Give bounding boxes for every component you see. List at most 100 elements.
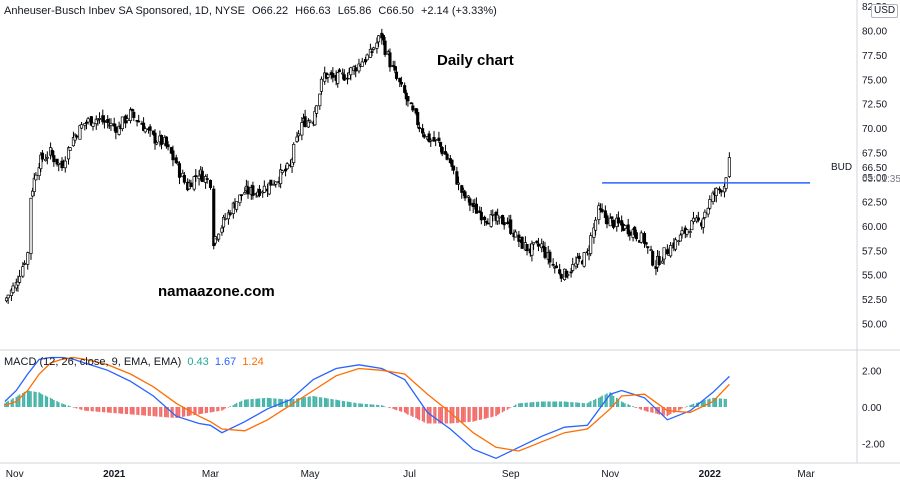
macd-hist-bar bbox=[633, 407, 636, 408]
macd-hist-bar bbox=[119, 407, 122, 414]
macd-hist-bar bbox=[627, 404, 629, 407]
candle-body bbox=[319, 78, 323, 92]
macd-hist-bar bbox=[371, 404, 373, 407]
candle-body bbox=[106, 119, 110, 124]
macd-hist-bar bbox=[118, 407, 120, 414]
price-tick-label: 72.50 bbox=[862, 100, 887, 111]
candle-body bbox=[128, 109, 133, 121]
macd-hist-bar bbox=[80, 407, 83, 410]
candle-body bbox=[662, 247, 666, 260]
macd-label: MACD (12, 26, close, 9, EMA, EMA) bbox=[4, 356, 182, 368]
candle-body bbox=[440, 146, 444, 155]
candle-body bbox=[243, 192, 247, 195]
macd-hist-bar bbox=[438, 407, 440, 424]
candle-body bbox=[688, 231, 692, 233]
chart-annotation-title: Daily chart bbox=[437, 52, 514, 69]
candle-body bbox=[159, 135, 164, 145]
candle-body bbox=[437, 137, 441, 142]
macd-hist-bar bbox=[394, 407, 396, 410]
macd-hist-bar bbox=[474, 407, 476, 422]
macd-hist-bar bbox=[129, 407, 132, 415]
macd-hist-bar bbox=[297, 398, 300, 407]
macd-hist-bar bbox=[529, 402, 532, 407]
macd-hist-bar bbox=[167, 407, 169, 418]
candle-body bbox=[706, 207, 710, 215]
macd-hist-bar bbox=[692, 403, 695, 407]
candle-body bbox=[554, 265, 558, 269]
change-value: +2.14 (+3.33%) bbox=[420, 5, 497, 17]
macd-hist-bar bbox=[74, 407, 76, 408]
candle-body bbox=[97, 118, 102, 120]
macd-hist-bar bbox=[221, 407, 223, 411]
macd-hist-bar bbox=[149, 407, 151, 416]
candle-body bbox=[137, 120, 141, 123]
candle-body bbox=[394, 71, 399, 79]
macd-hist-bar bbox=[289, 399, 292, 407]
macd-hist-bar bbox=[403, 407, 406, 413]
candle-body bbox=[52, 155, 56, 163]
macd-hist-bar bbox=[314, 396, 316, 407]
candle-body bbox=[306, 120, 310, 128]
macd-hist-bar bbox=[567, 401, 569, 407]
candle-body bbox=[605, 215, 609, 225]
macd-hist-bar bbox=[199, 407, 202, 414]
macd-hist-bar bbox=[312, 396, 315, 407]
macd-hist-bar bbox=[581, 402, 584, 407]
macd-hist-bar bbox=[270, 398, 272, 407]
macd-hist-bar bbox=[44, 395, 47, 407]
candle-body bbox=[34, 174, 38, 181]
macd-hist-bar bbox=[222, 407, 225, 410]
candle-body bbox=[221, 217, 226, 228]
candle-body bbox=[669, 245, 673, 257]
currency-button[interactable]: USD bbox=[871, 4, 899, 18]
macd-hist-bar bbox=[575, 402, 577, 407]
macd-hist-bar bbox=[186, 407, 189, 417]
macd-hist-bar bbox=[336, 400, 339, 407]
macd-hist-bar bbox=[677, 407, 680, 411]
macd-hist-bar bbox=[382, 405, 385, 407]
macd-hist-bar bbox=[563, 401, 566, 407]
macd-hist-bar bbox=[540, 401, 543, 407]
candle-body bbox=[558, 269, 562, 274]
macd-hist-bar bbox=[449, 407, 452, 424]
macd-hist-bar bbox=[126, 407, 129, 415]
candle-body bbox=[608, 217, 612, 227]
candle-body bbox=[125, 118, 129, 122]
candle-body bbox=[564, 270, 568, 278]
macd-hist-bar bbox=[113, 407, 116, 414]
symbol-description: Anheuser-Busch Inbev SA Sponsored, 1D, N… bbox=[4, 5, 245, 17]
macd-hist-bar bbox=[593, 400, 595, 407]
candle-body bbox=[616, 217, 620, 224]
macd-hist-bar bbox=[467, 407, 470, 423]
candle-body bbox=[205, 178, 209, 180]
candle-body bbox=[40, 152, 44, 160]
macd-line-value: 1.67 bbox=[214, 356, 237, 368]
macd-hist-bar bbox=[234, 404, 236, 407]
macd-hist-bar bbox=[632, 406, 634, 407]
macd-hist-bar bbox=[674, 407, 677, 412]
macd-hist-bar bbox=[498, 407, 501, 414]
macd-hist-bar bbox=[518, 403, 520, 407]
candle-body bbox=[718, 188, 722, 191]
macd-hist-bar bbox=[426, 407, 429, 424]
macd-hist-bar bbox=[508, 407, 510, 409]
candle-body bbox=[543, 246, 547, 258]
price-tick-label: 65.00 bbox=[862, 173, 887, 184]
candle-body bbox=[182, 174, 186, 183]
candle-body bbox=[354, 67, 358, 72]
candle-body bbox=[597, 205, 601, 220]
macd-hist-bar bbox=[558, 401, 561, 407]
candle-body bbox=[502, 222, 506, 226]
macd-tick-label: 0.00 bbox=[862, 403, 882, 414]
candle-body bbox=[300, 122, 304, 136]
candle-body bbox=[452, 165, 456, 171]
candle-body bbox=[372, 47, 376, 50]
macd-hist-bar bbox=[17, 395, 19, 407]
macd-hist-bar bbox=[90, 407, 93, 412]
macd-hist-bar bbox=[395, 407, 398, 411]
macd-hist-bar bbox=[350, 402, 352, 407]
macd-hist-bar bbox=[57, 402, 60, 407]
macd-hist-bar bbox=[389, 407, 391, 409]
